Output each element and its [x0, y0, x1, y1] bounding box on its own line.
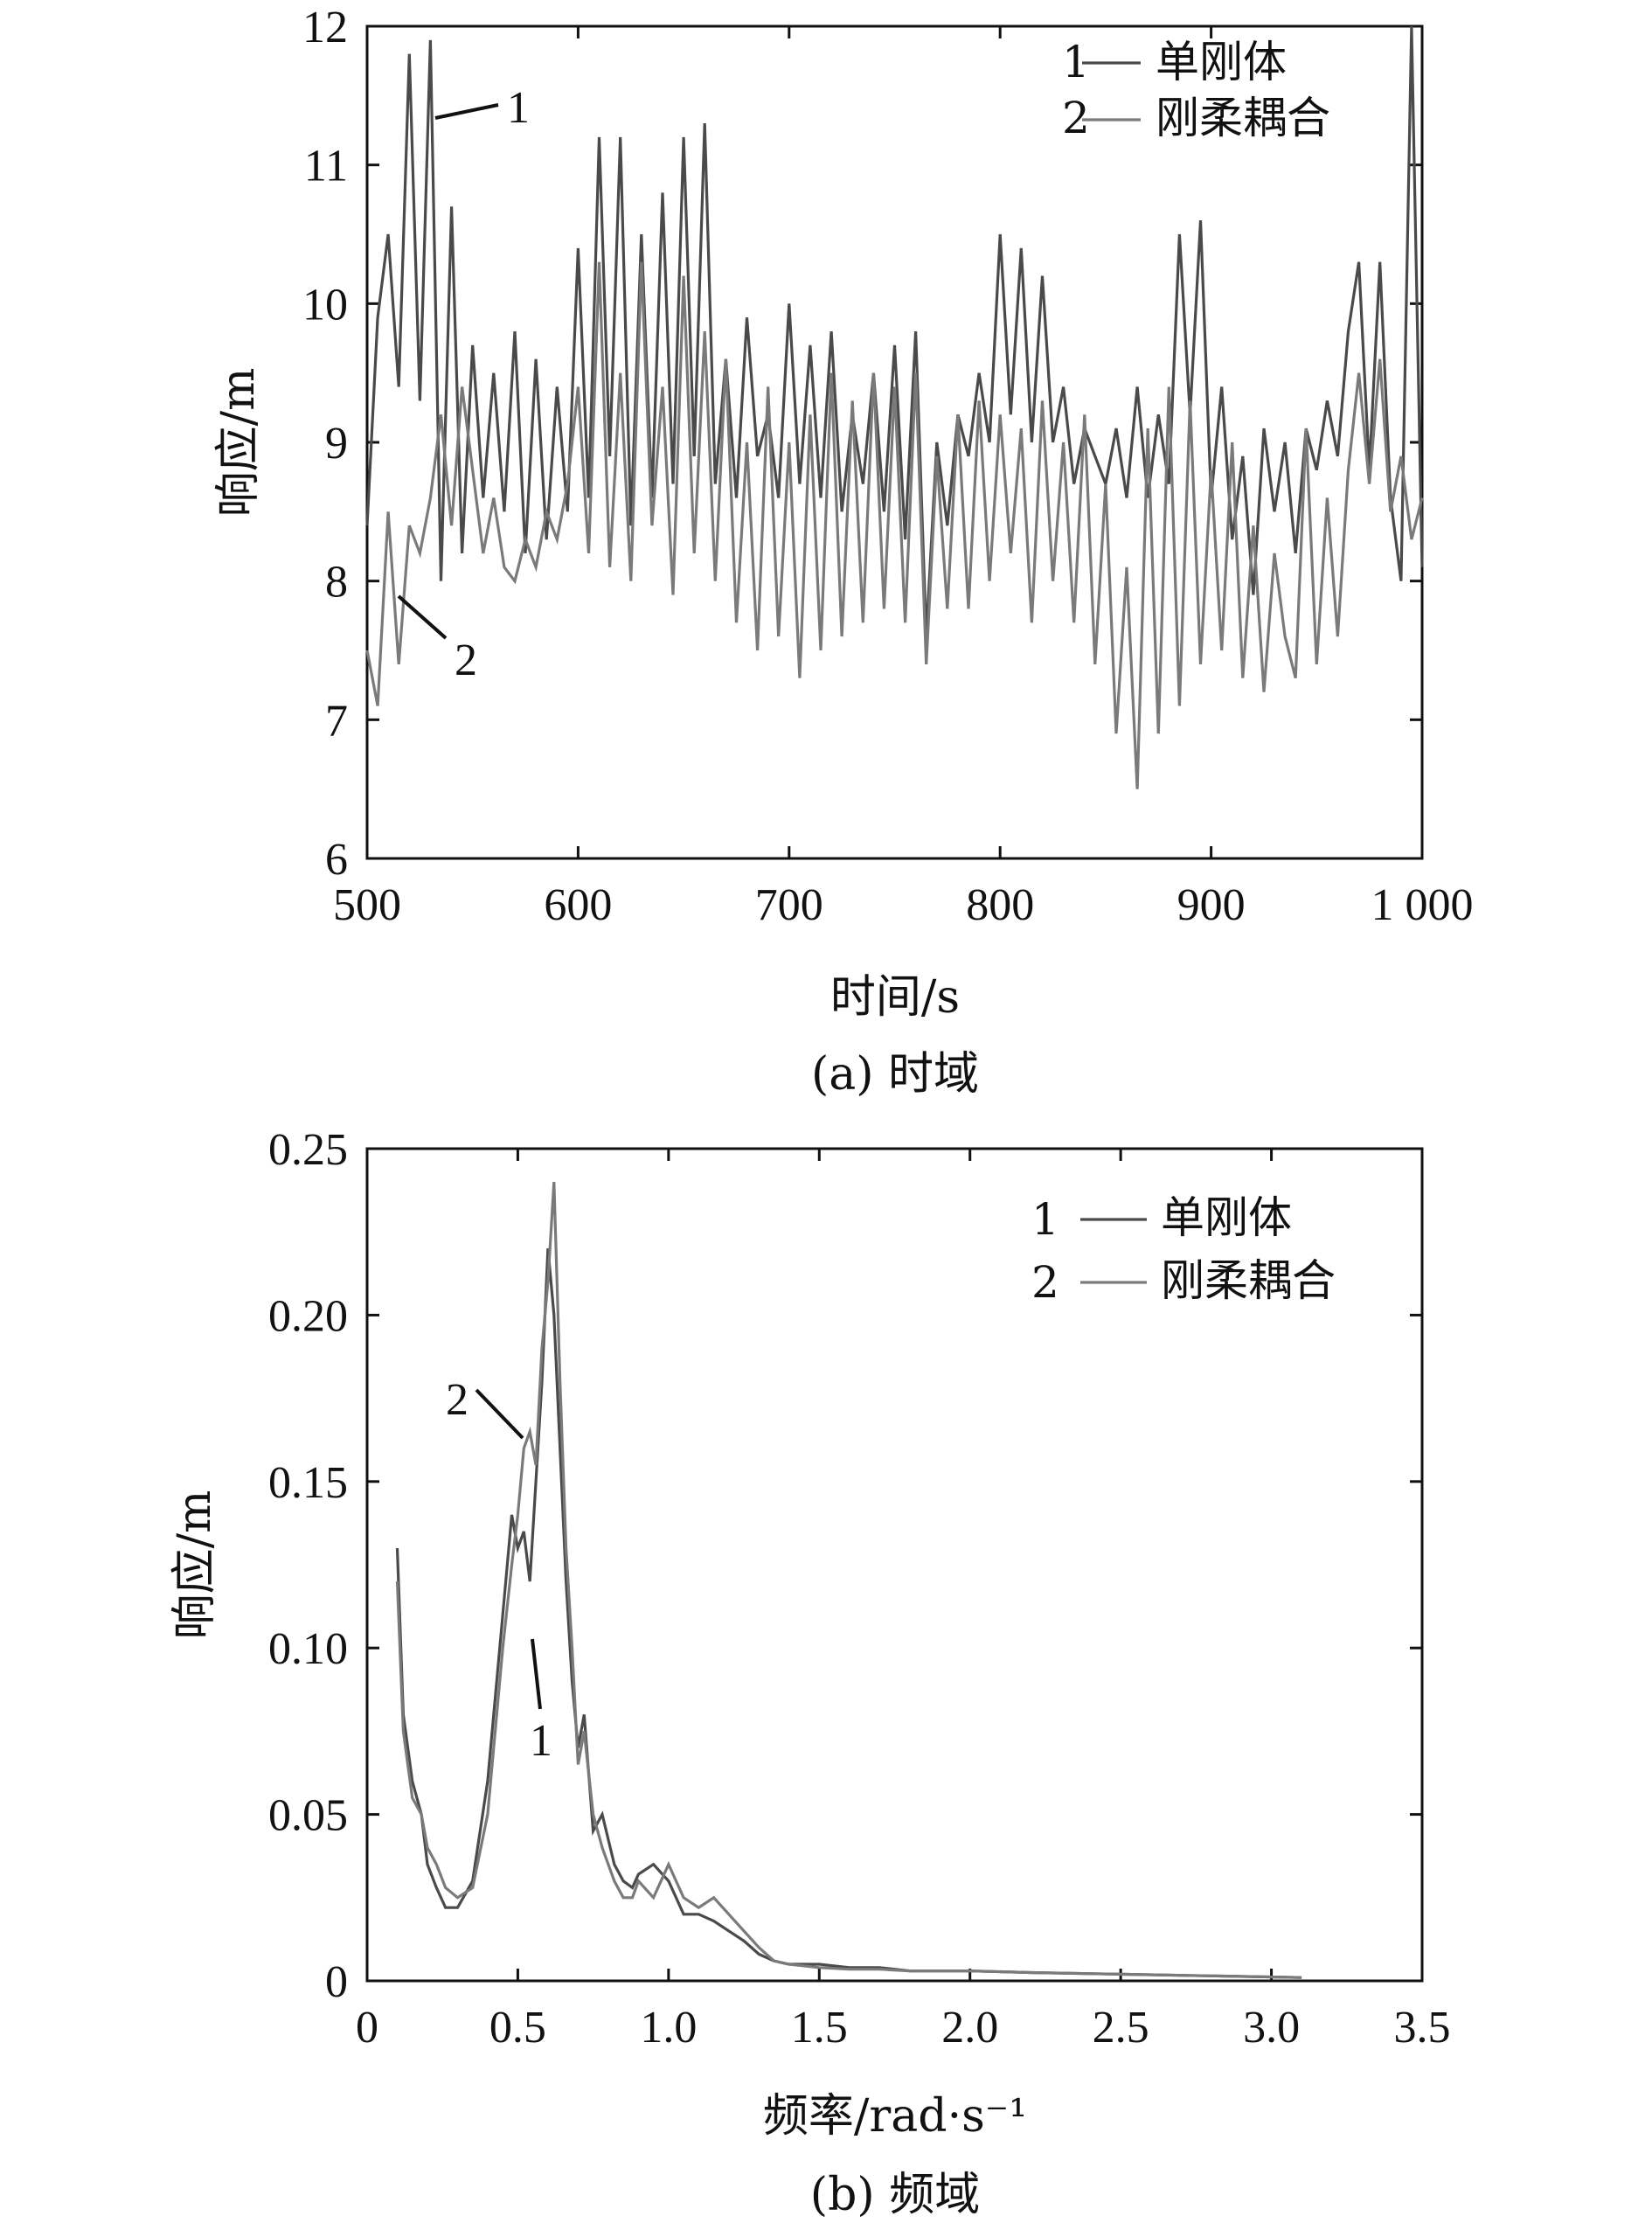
- time-caption: (a) 时域: [811, 1048, 979, 1101]
- time-xtick-label: 500: [333, 880, 401, 930]
- time-series-group: [365, 25, 1424, 789]
- freq-annotations: 2 1: [446, 1375, 552, 1766]
- freq-ytick-label: 0: [325, 1957, 348, 2007]
- freq-xtick-label: 0.5: [489, 2003, 546, 2053]
- freq-xtick-label: 0: [356, 2003, 378, 2053]
- freq-xtick-label: 2.5: [1093, 2003, 1149, 2053]
- freq-plot-frame: [365, 1147, 1424, 1983]
- freq-ytick-label: 0.25: [268, 1125, 348, 1175]
- freq-legend-num-2: 2: [1031, 1257, 1059, 1308]
- freq-xtick-label: 3.5: [1394, 2003, 1451, 2053]
- time-xtick-label: 900: [1177, 880, 1246, 930]
- freq-legend-label-2: 刚柔耦合: [1161, 1255, 1336, 1306]
- freq-legend-label-1: 单刚体: [1161, 1192, 1292, 1243]
- freq-xtick-label: 1.5: [791, 2003, 848, 2053]
- time-legend: 1 单刚体 2 刚柔耦合: [1062, 37, 1330, 143]
- freq-annotation-2: 2: [446, 1375, 469, 1425]
- freq-legend: 1 单刚体 2 刚柔耦合: [1031, 1192, 1336, 1308]
- freq-ytick-label: 0.05: [268, 1791, 348, 1841]
- freq-ytick-label: 0.20: [268, 1291, 348, 1341]
- time-xlabel: 时间/s: [830, 971, 960, 1024]
- freq-series-group: [395, 1182, 1302, 1979]
- time-ytick-label: 11: [304, 142, 348, 191]
- time-annotation-1: 1: [507, 83, 530, 133]
- time-ytick-label: 8: [325, 558, 348, 608]
- freq-annotation-1: 1: [530, 1716, 552, 1766]
- freq-xtick-label: 1.0: [640, 2003, 697, 2053]
- time-ytick-label: 6: [325, 835, 348, 885]
- time-legend-label-1: 单刚体: [1156, 37, 1287, 87]
- freq-ytick-label: 0.10: [268, 1624, 348, 1674]
- time-leader-1: [434, 103, 499, 120]
- time-xtick-label: 600: [544, 880, 612, 930]
- freq-xtick-label: 3.0: [1243, 2003, 1300, 2053]
- time-legend-label-2: 刚柔耦合: [1156, 93, 1330, 143]
- freq-xtick-label: 2.0: [941, 2003, 998, 2053]
- time-annotations: 1 2: [397, 83, 530, 685]
- time-xtick-label: 800: [966, 880, 1034, 930]
- time-xtick-label: 1 000: [1371, 880, 1474, 930]
- freq-caption: (b) 频域: [810, 2169, 980, 2221]
- time-ytick-label: 7: [325, 696, 348, 746]
- frequency-domain-panel: 0 0.5 1.0 1.5 2.0 2.5 3.0 3.5 0 0.05 0.10 0.15 0.20 0…: [169, 1125, 1451, 2221]
- freq-leader-2: [475, 1388, 524, 1440]
- freq-series-1-line: [395, 1248, 1302, 1979]
- time-ytick-label: 10: [302, 280, 348, 330]
- freq-leader-1: [531, 1638, 542, 1710]
- time-ytick-label: 12: [302, 3, 348, 52]
- freq-axis-ticks: 0 0.5 1.0 1.5 2.0 2.5 3.0 3.5 0 0.05 0.10 0.15 0.20 0…: [268, 1125, 1451, 2053]
- time-ytick-label: 9: [325, 419, 348, 469]
- time-legend-num-2: 2: [1062, 93, 1090, 143]
- freq-xlabel: 频率/rad·s⁻¹: [763, 2090, 1027, 2143]
- time-series-1-line: [365, 25, 1424, 637]
- freq-ylabel: 响应/m: [169, 1490, 221, 1640]
- time-annotation-2: 2: [455, 636, 477, 685]
- time-series-2-line: [365, 261, 1424, 789]
- freq-ytick-label: 0.15: [268, 1458, 348, 1508]
- time-ylabel: 响应/m: [212, 368, 265, 518]
- time-leader-2: [397, 594, 448, 640]
- freq-series-2-line: [395, 1182, 1302, 1979]
- time-xtick-label: 700: [755, 880, 823, 930]
- freq-legend-num-1: 1: [1031, 1194, 1059, 1245]
